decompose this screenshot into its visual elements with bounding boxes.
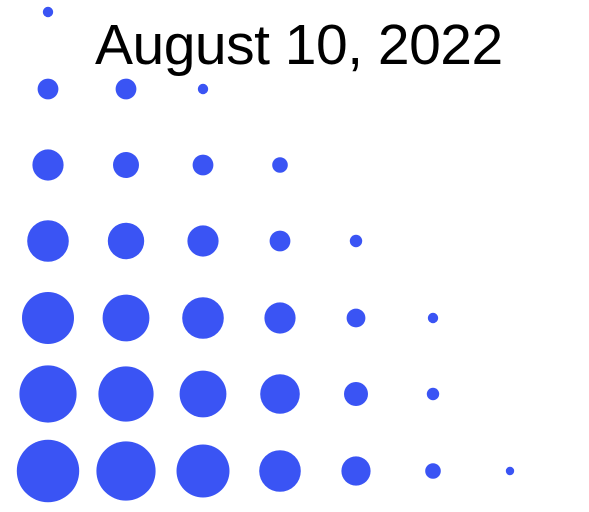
dot-r4-c2	[107, 222, 145, 260]
dot-r5-c2	[102, 294, 150, 342]
dot-r7-c1	[16, 439, 80, 503]
dot-r2-c3	[197, 83, 209, 95]
dot-r5-c3	[182, 297, 224, 339]
date-title: August 10, 2022	[95, 13, 503, 77]
dot-r6-c3	[179, 370, 227, 418]
dot-r3-c4	[272, 157, 288, 173]
dot-r4-c4	[269, 230, 291, 252]
dot-r5-c4	[264, 302, 296, 334]
dot-r7-c6	[425, 463, 441, 479]
dot-r7-c3	[176, 444, 230, 498]
dot-r3-c2	[113, 152, 139, 178]
dot-r5-c5	[346, 308, 366, 328]
dot-r6-c6	[426, 387, 440, 401]
dot-r1-c1	[42, 6, 54, 18]
dot-r2-c1	[37, 78, 59, 100]
dot-r6-c2	[98, 366, 154, 422]
dot-r3-c3	[192, 154, 214, 176]
dot-r4-c3	[187, 225, 219, 257]
dot-r7-c5	[341, 456, 371, 486]
dot-r7-c4	[259, 450, 301, 492]
dot-r5-c6	[427, 312, 439, 324]
dot-r6-c4	[260, 374, 300, 414]
dot-r2-c2	[115, 78, 137, 100]
dot-r6-c5	[344, 382, 368, 406]
dot-r6-c1	[19, 365, 77, 423]
dot-r4-c5	[349, 234, 363, 248]
dot-r3-c1	[32, 149, 64, 181]
dot-r7-c2	[96, 441, 156, 501]
dot-r4-c1	[27, 220, 69, 262]
dot-r5-c1	[22, 292, 74, 344]
dot-r7-c7	[505, 466, 515, 476]
